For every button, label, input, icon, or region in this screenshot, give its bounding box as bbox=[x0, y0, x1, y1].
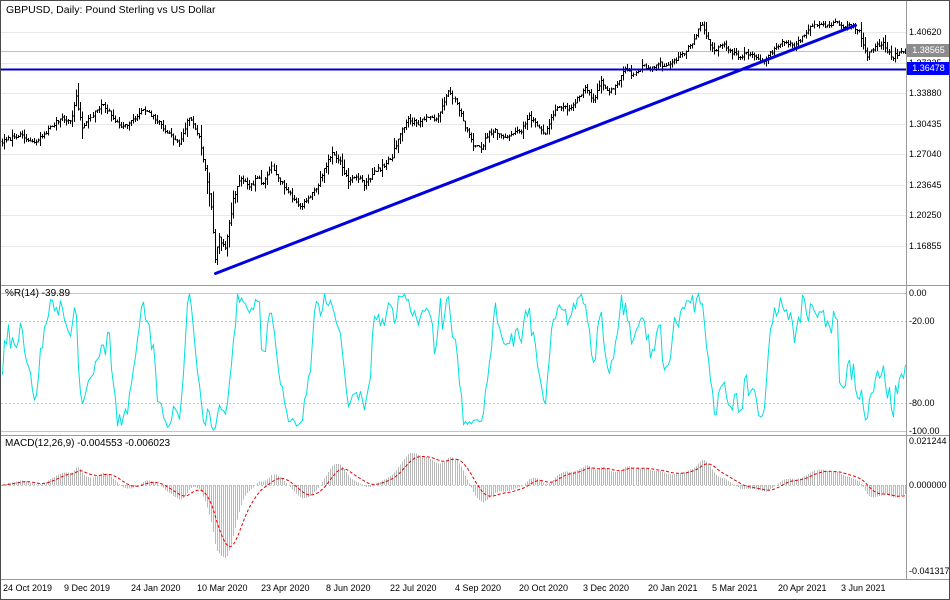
date-label: 20 Jan 2021 bbox=[648, 583, 698, 593]
date-label: 9 Dec 2019 bbox=[64, 583, 111, 593]
timeline-divider bbox=[1, 579, 949, 580]
date-label: 3 Dec 2020 bbox=[583, 583, 630, 593]
trendline-object[interactable] bbox=[214, 23, 857, 275]
date-label: 3 Jun 2021 bbox=[841, 583, 886, 593]
price-scale-label: 1.16855 bbox=[909, 241, 942, 251]
chart-canvas[interactable] bbox=[1, 1, 950, 579]
wpr-line bbox=[2, 292, 906, 431]
wpr-level-lines bbox=[1, 321, 906, 404]
wpr-scale-label: -100.00 bbox=[909, 426, 940, 436]
price-scale-label: 1.33880 bbox=[909, 88, 942, 98]
wpr-scale-label: 0.00 bbox=[909, 288, 927, 298]
time-axis[interactable]: 24 Oct 2019 9 Dec 2019 24 Jan 2020 10 Mar 2… bbox=[1, 579, 949, 599]
date-label: 4 Sep 2020 bbox=[455, 583, 502, 593]
date-label: 20 Oct 2020 bbox=[519, 583, 569, 593]
date-label: 8 Jun 2020 bbox=[326, 583, 371, 593]
wpr-indicator-label: %R(14) -39.89 bbox=[5, 288, 71, 299]
date-label: 5 Mar 2021 bbox=[712, 583, 758, 593]
date-label: 22 Jul 2020 bbox=[390, 583, 437, 593]
macd-histogram bbox=[4, 453, 906, 558]
wpr-range-lines bbox=[1, 293, 906, 432]
macd-indicator-label: MACD(12,26,9) -0.004553 -0.006023 bbox=[5, 438, 171, 449]
price-scale-label: 1.20250 bbox=[909, 210, 942, 220]
price-scale-label: 1.40620 bbox=[909, 27, 942, 37]
scale-divider bbox=[906, 1, 907, 579]
wpr-scale-label: -80.00 bbox=[909, 398, 935, 408]
date-label: 24 Jan 2020 bbox=[131, 583, 181, 593]
macd-scale-label: -0.041317 bbox=[909, 566, 950, 576]
price-scale-label: 1.30435 bbox=[909, 119, 942, 129]
price-bars bbox=[1, 18, 907, 265]
price-scale-label: 1.27040 bbox=[909, 149, 942, 159]
date-label: 10 Mar 2020 bbox=[197, 583, 248, 593]
bid-price-badge: 1.38565 bbox=[906, 44, 949, 57]
chart-title: GBPUSD, Daily: Pound Sterling vs US Doll… bbox=[6, 4, 216, 16]
hline-price-badge: 1.36478 bbox=[906, 62, 949, 75]
macd-signal-line bbox=[2, 455, 906, 548]
price-gridlines bbox=[1, 32, 906, 247]
panel-divider[interactable] bbox=[1, 435, 949, 436]
macd-scale-label: 0.021244 bbox=[909, 436, 947, 446]
price-scale-label: 1.23645 bbox=[909, 180, 942, 190]
date-label: 24 Oct 2019 bbox=[3, 583, 53, 593]
wpr-scale-label: -20.00 bbox=[909, 316, 935, 326]
date-label: 23 Apr 2020 bbox=[261, 583, 310, 593]
macd-scale-label: 0.000000 bbox=[909, 480, 947, 490]
date-label: 20 Apr 2021 bbox=[778, 583, 827, 593]
panel-divider[interactable] bbox=[1, 285, 949, 286]
